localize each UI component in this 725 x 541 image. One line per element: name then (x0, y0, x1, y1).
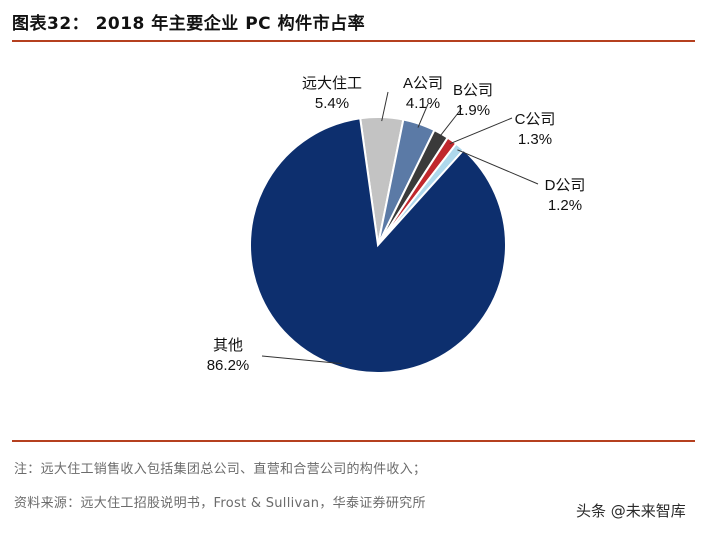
slice-b-leader (438, 107, 463, 138)
slice-c-leader (449, 117, 513, 145)
slice-other-label: 其他 (213, 337, 243, 354)
slice-other-leader (261, 355, 342, 365)
slice-yuanda-value: 5.4% (315, 95, 349, 112)
slice-a-value: 4.1% (406, 95, 440, 112)
source-note: 资料来源：远大住工招股说明书，Frost & Sullivan，华泰证券研究所 (14, 496, 426, 511)
slice-yuanda-leader (381, 91, 389, 122)
slice-a-label: A公司 (403, 75, 443, 92)
slice-c-value: 1.3% (518, 131, 552, 148)
watermark: 头条 @未来智库 (572, 500, 690, 521)
footnote: 注：远大住工销售收入包括集团总公司、直营和合营公司的构件收入； (14, 462, 427, 477)
title-divider (12, 40, 695, 42)
slice-d-label: D公司 (545, 177, 586, 194)
slice-b-value: 1.9% (456, 102, 490, 119)
slice-d-value: 1.2% (548, 197, 582, 214)
slice-other-value: 86.2% (207, 357, 250, 374)
slice-a-leader (417, 103, 429, 128)
slice-c-label: C公司 (515, 111, 556, 128)
slice-other (249, 117, 507, 374)
slice-d-leader (457, 149, 539, 185)
slice-yuanda-label: 远大住工 (302, 75, 362, 92)
slice-b-label: B公司 (453, 82, 493, 99)
bottom-divider (12, 440, 695, 442)
chart-title: 图表32： 2018 年主要企业 PC 构件市占率 (12, 14, 366, 34)
